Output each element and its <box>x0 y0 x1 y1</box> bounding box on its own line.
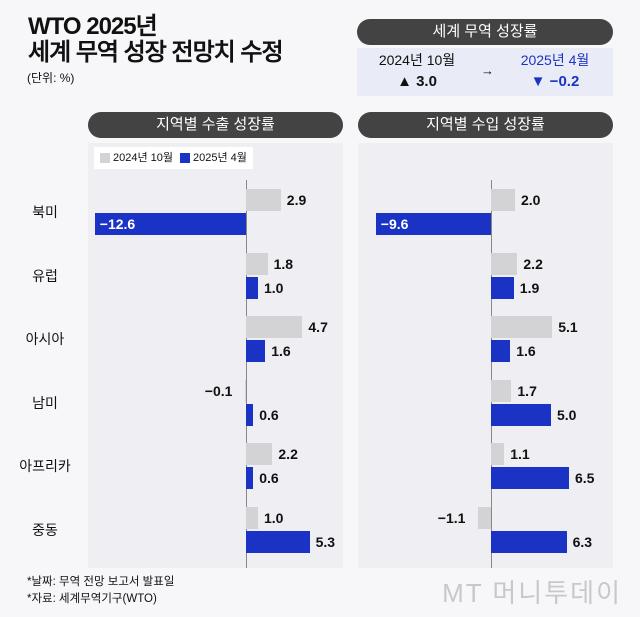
to-label: 2025년 4월 <box>520 52 590 68</box>
category-label: 중동 <box>32 521 58 538</box>
category-label: 아시아 <box>25 331 65 347</box>
bar <box>244 379 246 402</box>
data-label: 1.7 <box>517 382 537 399</box>
data-label: 5.0 <box>557 406 577 423</box>
bar <box>491 276 514 299</box>
data-label: 5.3 <box>315 533 336 550</box>
import-title: 지역별 수입 성장률 <box>358 112 613 138</box>
bar <box>491 252 518 275</box>
bar <box>246 316 303 338</box>
footnote-date: *날짜: 무역 전망 보고서 발표일 <box>27 576 175 588</box>
category-label: 북미 <box>32 204 58 220</box>
data-label: −9.6 <box>380 216 409 232</box>
page-title: WTO 2025년 세계 무역 성장 전망치 수정 <box>28 13 284 66</box>
data-label: 2.2 <box>278 446 298 462</box>
data-label: 4.7 <box>308 319 328 335</box>
bar <box>491 189 515 211</box>
legend-label-oct: 2024년 10월 <box>113 152 174 164</box>
data-label: 0.6 <box>259 470 279 486</box>
logo: MT 머니투데이 <box>442 578 622 608</box>
zero-axis <box>491 180 492 568</box>
bar <box>491 316 553 338</box>
bar <box>491 340 511 362</box>
from-value: ▲ 3.0 <box>397 73 437 90</box>
bar <box>246 189 281 211</box>
bar <box>491 379 512 402</box>
data-label: 2.0 <box>521 192 541 208</box>
to-value: ▼ −0.2 <box>530 73 580 90</box>
category-label: 유럽 <box>32 267 58 284</box>
data-label: −1.1 <box>437 509 466 526</box>
data-label: 0.6 <box>259 406 279 423</box>
world-trade-title: 세계 무역 성장률 <box>357 19 613 45</box>
bar <box>246 252 268 275</box>
from-label: 2024년 10월 <box>378 52 456 68</box>
bar <box>491 467 569 489</box>
world-trade-box: 2024년 10월 ▲ 3.0 → 2025년 4월 ▼ −0.2 <box>357 48 613 96</box>
bar <box>246 530 310 553</box>
bar <box>375 213 491 235</box>
bar <box>491 443 505 465</box>
bar <box>246 443 273 465</box>
legend-swatch-oct <box>100 153 110 163</box>
data-label: 2.2 <box>523 255 543 272</box>
bar <box>246 403 254 426</box>
data-label: −12.6 <box>99 216 136 232</box>
footnotes: *날짜: 무역 전망 보고서 발표일 *자료: 세계무역기구(WTO) <box>27 574 174 608</box>
bar <box>491 530 567 553</box>
data-label: 1.6 <box>271 343 291 359</box>
data-label: 6.3 <box>572 533 593 550</box>
data-label: 1.1 <box>510 446 530 462</box>
footnote-source: *자료: 세계무역기구(WTO) <box>27 593 157 605</box>
bar <box>246 506 258 529</box>
category-label: 아프리카 <box>19 458 71 474</box>
bar <box>477 506 491 529</box>
data-label: 2.9 <box>286 192 307 208</box>
title-line-1: WTO 2025년 <box>28 13 158 40</box>
title-line-2: 세계 무역 성장 전망치 수정 <box>28 39 284 66</box>
bar <box>94 213 246 235</box>
data-label: 1.0 <box>264 279 284 296</box>
bar <box>246 340 266 362</box>
data-label: −0.1 <box>204 382 233 399</box>
zero-axis <box>246 180 247 568</box>
legend-label-apr: 2025년 4월 <box>193 152 247 164</box>
data-label: 1.0 <box>264 509 284 526</box>
data-label: 5.1 <box>558 319 578 335</box>
data-label: 1.6 <box>516 343 536 359</box>
legend: 2024년 10월 2025년 4월 <box>94 147 253 169</box>
bar <box>246 467 254 489</box>
data-label: 1.9 <box>519 279 540 296</box>
arrow-icon: → <box>481 63 494 78</box>
data-label: 6.5 <box>575 470 595 486</box>
import-panel <box>358 143 613 568</box>
bar <box>491 403 551 426</box>
legend-swatch-apr <box>180 153 191 163</box>
data-label: 1.8 <box>273 255 294 272</box>
category-label: 남미 <box>32 394 58 411</box>
bar <box>246 276 258 299</box>
unit-label: (단위: %) <box>27 71 75 85</box>
export-title: 지역별 수출 성장률 <box>88 112 343 138</box>
